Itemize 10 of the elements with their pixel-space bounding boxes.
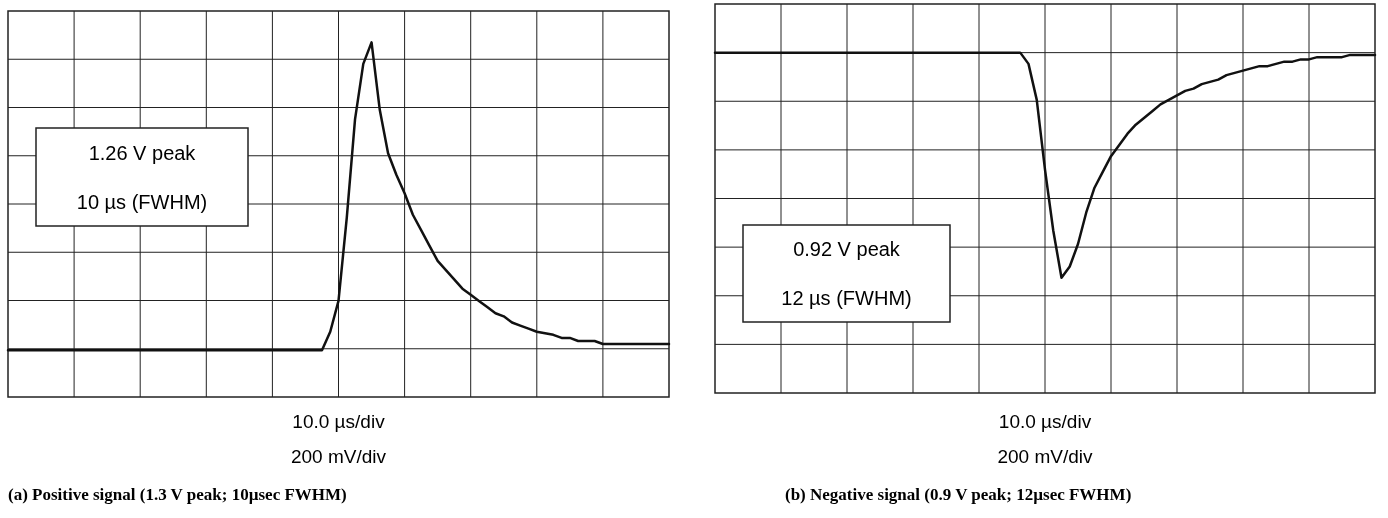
text: 200 mV/div (997, 446, 1094, 467)
text: (a) Positive signal (1.3 V peak; 10µsec FWHM) (8, 485, 347, 504)
annotation: 0.92 V peak (793, 238, 901, 261)
text: 12 µs (FWHM) (781, 286, 912, 309)
x-axis-title: 10.0 µs/div (292, 411, 386, 432)
annotation: 10 µs (FWHM) (76, 190, 208, 213)
text: 200 mV/div (290, 446, 387, 467)
text: (b) Negative signal (0.9 V peak; 12µsec FWHM) (785, 485, 1132, 504)
x-axis-title: 10.0 µs/div (998, 411, 1092, 432)
annotation: 1.26 V peak (88, 141, 197, 164)
